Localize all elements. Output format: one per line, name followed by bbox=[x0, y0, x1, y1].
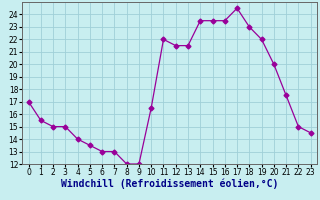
X-axis label: Windchill (Refroidissement éolien,°C): Windchill (Refroidissement éolien,°C) bbox=[61, 179, 278, 189]
